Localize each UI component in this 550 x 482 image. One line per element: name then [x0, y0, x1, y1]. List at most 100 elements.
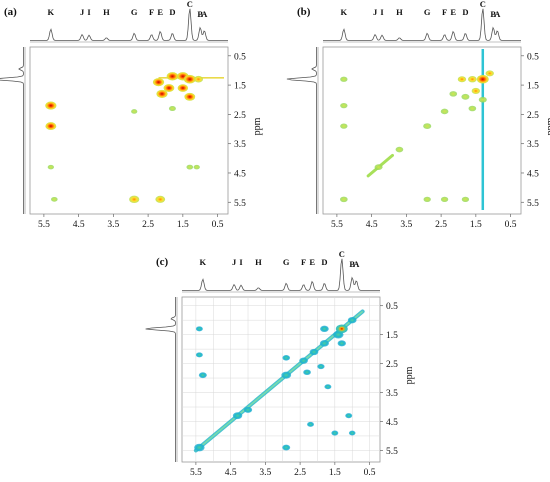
- cross-peak: [299, 357, 308, 364]
- y-tick-label: 2.5: [527, 111, 539, 121]
- cross-peak: [319, 340, 329, 347]
- peak-label: J: [80, 7, 85, 17]
- y-tick-label: 3.5: [527, 140, 539, 150]
- cross-peak: [163, 84, 175, 92]
- cross-peak: [177, 84, 189, 92]
- left-projection-trace: [286, 47, 317, 214]
- x-tick-label: 3.5: [400, 220, 412, 230]
- peak-label: F: [301, 257, 306, 267]
- peak-label: B: [349, 259, 355, 269]
- panel-label: (a): [4, 6, 17, 18]
- x-tick-label: 1.5: [329, 468, 341, 478]
- cross-peak: [193, 75, 204, 83]
- cross-peak: [440, 108, 449, 115]
- x-tick-label: 2.5: [294, 468, 306, 478]
- cross-peak: [461, 196, 470, 203]
- cross-peak: [345, 413, 353, 419]
- panel-a: (a) K J I H G F E D CBA 5.5 4.5 3.5 2.5 1.5 0.5 0.5 1.5 2.…: [0, 0, 263, 230]
- peak-label: E: [450, 7, 456, 17]
- peak-label: K: [48, 7, 55, 17]
- top-projection-trace: [182, 258, 380, 291]
- cross-peak: [47, 164, 54, 170]
- cross-peak: [129, 195, 140, 204]
- cross-peak: [347, 316, 357, 324]
- x-tick-label: 0.5: [505, 220, 517, 230]
- panel-label: (c): [156, 256, 169, 268]
- y-tick-label: 5.5: [527, 199, 539, 209]
- peak-label: J: [232, 257, 237, 267]
- x-tick-label: 0.5: [364, 468, 376, 478]
- cross-peak: [461, 93, 470, 100]
- x-tick-label: 1.5: [470, 220, 482, 230]
- cross-peak: [186, 164, 194, 170]
- cross-peak: [183, 74, 196, 84]
- x-tick-label: 5.5: [38, 220, 50, 230]
- cross-peak: [195, 352, 203, 358]
- peak-label: K: [200, 257, 207, 267]
- peak-label: E: [309, 257, 315, 267]
- y-tick-label: 0.5: [527, 52, 539, 62]
- x-tick-label: 2.5: [142, 220, 154, 230]
- peak-label: K: [341, 7, 348, 17]
- panel-label: (b): [297, 6, 311, 18]
- x-tick-label: 0.5: [212, 220, 224, 230]
- x-tick-label: 1.5: [177, 220, 189, 230]
- cross-peak: [168, 105, 176, 112]
- plot-frame: [322, 46, 522, 215]
- peak-label: G: [131, 7, 138, 17]
- peak-label: I: [380, 7, 384, 17]
- cross-peak: [340, 123, 348, 129]
- cross-peak: [468, 105, 477, 112]
- cross-peak: [303, 369, 311, 376]
- cross-peak: [243, 406, 253, 413]
- cross-peak: [195, 326, 203, 332]
- y-tick-label: 0.5: [386, 302, 398, 312]
- peak-label: C: [187, 0, 193, 9]
- cross-peak: [457, 76, 467, 83]
- y-tick-label: 5.5: [234, 199, 246, 209]
- cross-peak: [340, 196, 348, 203]
- left-projection-trace: [145, 297, 176, 462]
- cross-peak: [152, 78, 165, 87]
- left-projection-trace: [0, 47, 24, 214]
- peak-label: D: [169, 7, 175, 17]
- cross-peak: [476, 74, 489, 84]
- peak-label: C: [480, 0, 486, 9]
- y-tick-label: 0.5: [234, 52, 246, 62]
- y-tick-label: 2.5: [234, 111, 246, 121]
- cross-peak: [184, 92, 196, 101]
- y-tick-label: 4.5: [386, 418, 398, 428]
- panel-c: (c) K J I H G F E D CBA 5.5 4.5 3.5 2.5 1.5 0.5 0.5 1.5 2.…: [145, 249, 415, 478]
- peak-label: G: [424, 7, 431, 17]
- x-tick-label: 3.5: [259, 468, 271, 478]
- cross-peak: [193, 164, 200, 170]
- cross-peak: [282, 444, 291, 451]
- cross-peak: [395, 146, 404, 153]
- cross-peak: [348, 430, 356, 436]
- cross-peak: [374, 164, 383, 171]
- peak-label: H: [103, 7, 110, 17]
- peak-label: A: [494, 9, 501, 19]
- cross-peak: [317, 363, 325, 370]
- peak-label: F: [442, 7, 447, 17]
- top-projection-trace: [30, 8, 228, 41]
- peak-label: D: [321, 257, 327, 267]
- y-tick-label: 3.5: [234, 140, 246, 150]
- y-axis-unit-label: ppm: [252, 117, 263, 135]
- cross-peak: [320, 325, 329, 333]
- x-tick-label: 4.5: [366, 220, 378, 230]
- peak-label: A: [353, 259, 360, 269]
- peak-label: I: [87, 7, 91, 17]
- cross-peak: [155, 195, 166, 203]
- cross-peak: [309, 348, 319, 356]
- cross-peak: [440, 196, 449, 203]
- y-tick-label: 5.5: [386, 447, 398, 457]
- y-tick-label: 2.5: [386, 360, 398, 370]
- x-tick-label: 3.5: [107, 220, 119, 230]
- y-tick-label: 4.5: [527, 169, 539, 179]
- peak-label: H: [396, 7, 403, 17]
- cross-peak: [166, 72, 179, 81]
- cross-peak: [198, 372, 207, 379]
- x-tick-label: 5.5: [331, 220, 343, 230]
- y-tick-label: 1.5: [234, 82, 246, 92]
